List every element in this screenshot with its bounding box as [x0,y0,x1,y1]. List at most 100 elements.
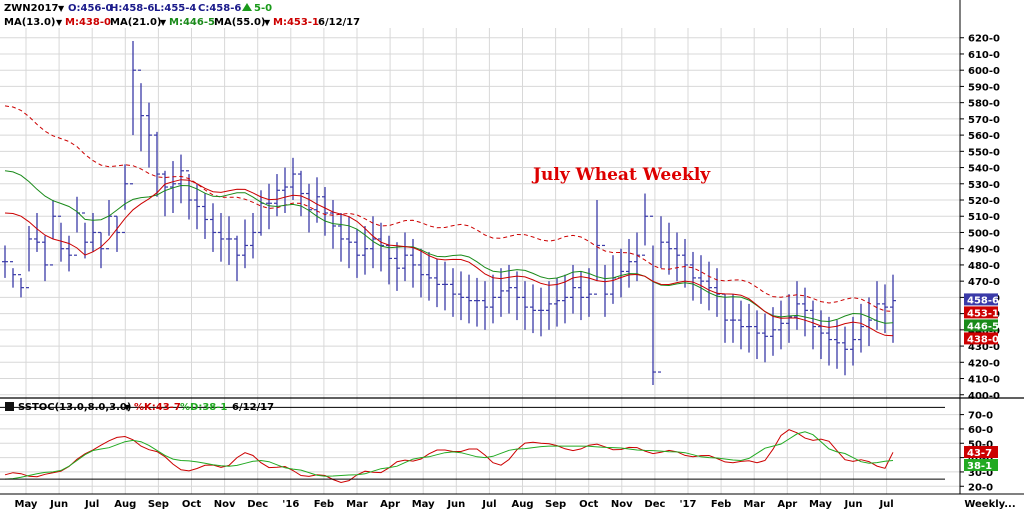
stoch-tick-label: 30-0 [968,468,993,479]
price-tick-label: 530-0 [968,180,1000,191]
stoch-dropdown-caret[interactable]: ▼ [124,403,131,412]
price-value-label: 446-5 [964,319,999,332]
symbol-dropdown-caret[interactable]: ▼ [58,4,65,13]
price-bar [386,235,392,285]
x-tick-label: Weekly... [964,499,1015,510]
price-bar [66,235,72,272]
x-tick-label: Aug [511,499,533,510]
price-bar [290,157,296,201]
low-value: L:455-4 [154,3,196,14]
price-bar [674,232,680,282]
price-bar [890,274,896,343]
ma55-dropdown-caret[interactable]: ▼ [264,18,271,27]
close-value: C:458-6 [198,3,241,14]
price-bar [306,183,312,233]
price-value-label-text: 438-0 [967,334,999,345]
price-bar [666,222,672,275]
stoch-label[interactable]: SSTOC(13.0,8.0,3.0) [18,402,131,413]
price-bar [266,183,272,230]
price-bar [546,281,552,330]
right-value-labels: 458-6 453-1 446-5 438-0 43-7 38-1 [964,293,999,472]
price-tick-label: 480-0 [968,261,1000,272]
x-tick-label: May [15,499,38,510]
x-tick-label: Sep [545,499,566,510]
price-bar [82,212,88,259]
price-bar [642,193,648,256]
price-value-label: 438-0 [964,332,999,345]
price-bar [42,235,48,282]
price-bar [434,258,440,308]
ma21-label[interactable]: MA(21.0) [110,17,162,28]
price-value-label-text: 446-5 [967,321,999,332]
stoch-value-label: 43-7 [964,446,998,459]
price-bar [858,303,864,353]
x-tick-label: Apr [380,499,400,510]
price-bar [98,231,104,269]
stoch-date: 6/12/17 [232,402,274,413]
price-bar [402,232,408,282]
stoch-collapse-icon[interactable] [5,402,14,411]
price-bar [554,277,560,327]
price-bar [146,102,152,168]
price-value-label-box [964,332,998,345]
price-tick-label: 400-0 [968,391,1000,402]
stoch-d-line [4,431,894,480]
x-tick-label: Nov [214,499,236,510]
chart-annotation: July Wheat Weekly [531,165,711,185]
stoch-tick-label: 20-0 [968,482,993,493]
price-bar [450,268,456,317]
ma55-label[interactable]: MA(55.0) [214,17,266,28]
price-tick-label: 550-0 [968,147,1000,158]
price-value-label: 458-6 [964,293,999,306]
price-bar [482,281,488,330]
x-tick-label: Oct [579,499,598,510]
price-bar [658,216,664,373]
ma21-dropdown-caret[interactable]: ▼ [160,18,167,27]
price-bar [498,268,504,317]
price-bar [538,287,544,337]
price-tick-label: 600-0 [968,66,1000,77]
stoch-header: SSTOC(13.0,8.0,3.0) ▼ %K:43-7 %D:38-1 6/… [5,402,274,413]
moving-average-lines [4,105,894,337]
price-bar [162,170,168,217]
price-tick-label: 610-0 [968,50,1000,61]
price-bar [810,300,816,350]
price-bar [34,213,40,252]
price-bar [130,40,136,185]
price-bar [850,316,856,366]
ma13-label[interactable]: MA(13.0) [4,17,56,28]
price-bar [754,310,760,360]
price-value-label: 453-1 [964,306,999,319]
gridlines [0,28,960,494]
price-tick-label: 470-0 [968,277,1000,288]
stoch-value-label-box [964,446,998,459]
price-bar [170,161,176,213]
price-bar [114,215,120,252]
price-bar [418,248,424,298]
price-bar [818,310,824,360]
price-bar [586,268,592,317]
price-bar [210,203,216,252]
header-date: 6/12/17 [318,17,360,28]
price-bar [794,281,800,330]
symbol-label[interactable]: ZWN2017 [4,3,59,14]
ma55-line [4,105,894,312]
price-value-label-box [964,306,998,319]
price-bar [514,271,520,321]
price-bar [882,284,888,334]
price-bar [202,193,208,239]
price-bar [154,131,160,197]
stoch-k-line [4,429,894,484]
stoch-tick-label: 70-0 [968,411,993,422]
stochastic-lines [4,429,894,484]
stoch-tick-label: 50-0 [968,439,993,450]
price-tick-label: 510-0 [968,212,1000,223]
price-tick-label: 580-0 [968,99,1000,110]
price-bar [178,154,184,204]
ma13-dropdown-caret[interactable]: ▼ [56,18,63,27]
price-bar [842,326,848,376]
price-bar [370,216,376,269]
price-bar [682,238,688,288]
x-tick-label: Sep [148,499,169,510]
price-tick-label: 560-0 [968,131,1000,142]
